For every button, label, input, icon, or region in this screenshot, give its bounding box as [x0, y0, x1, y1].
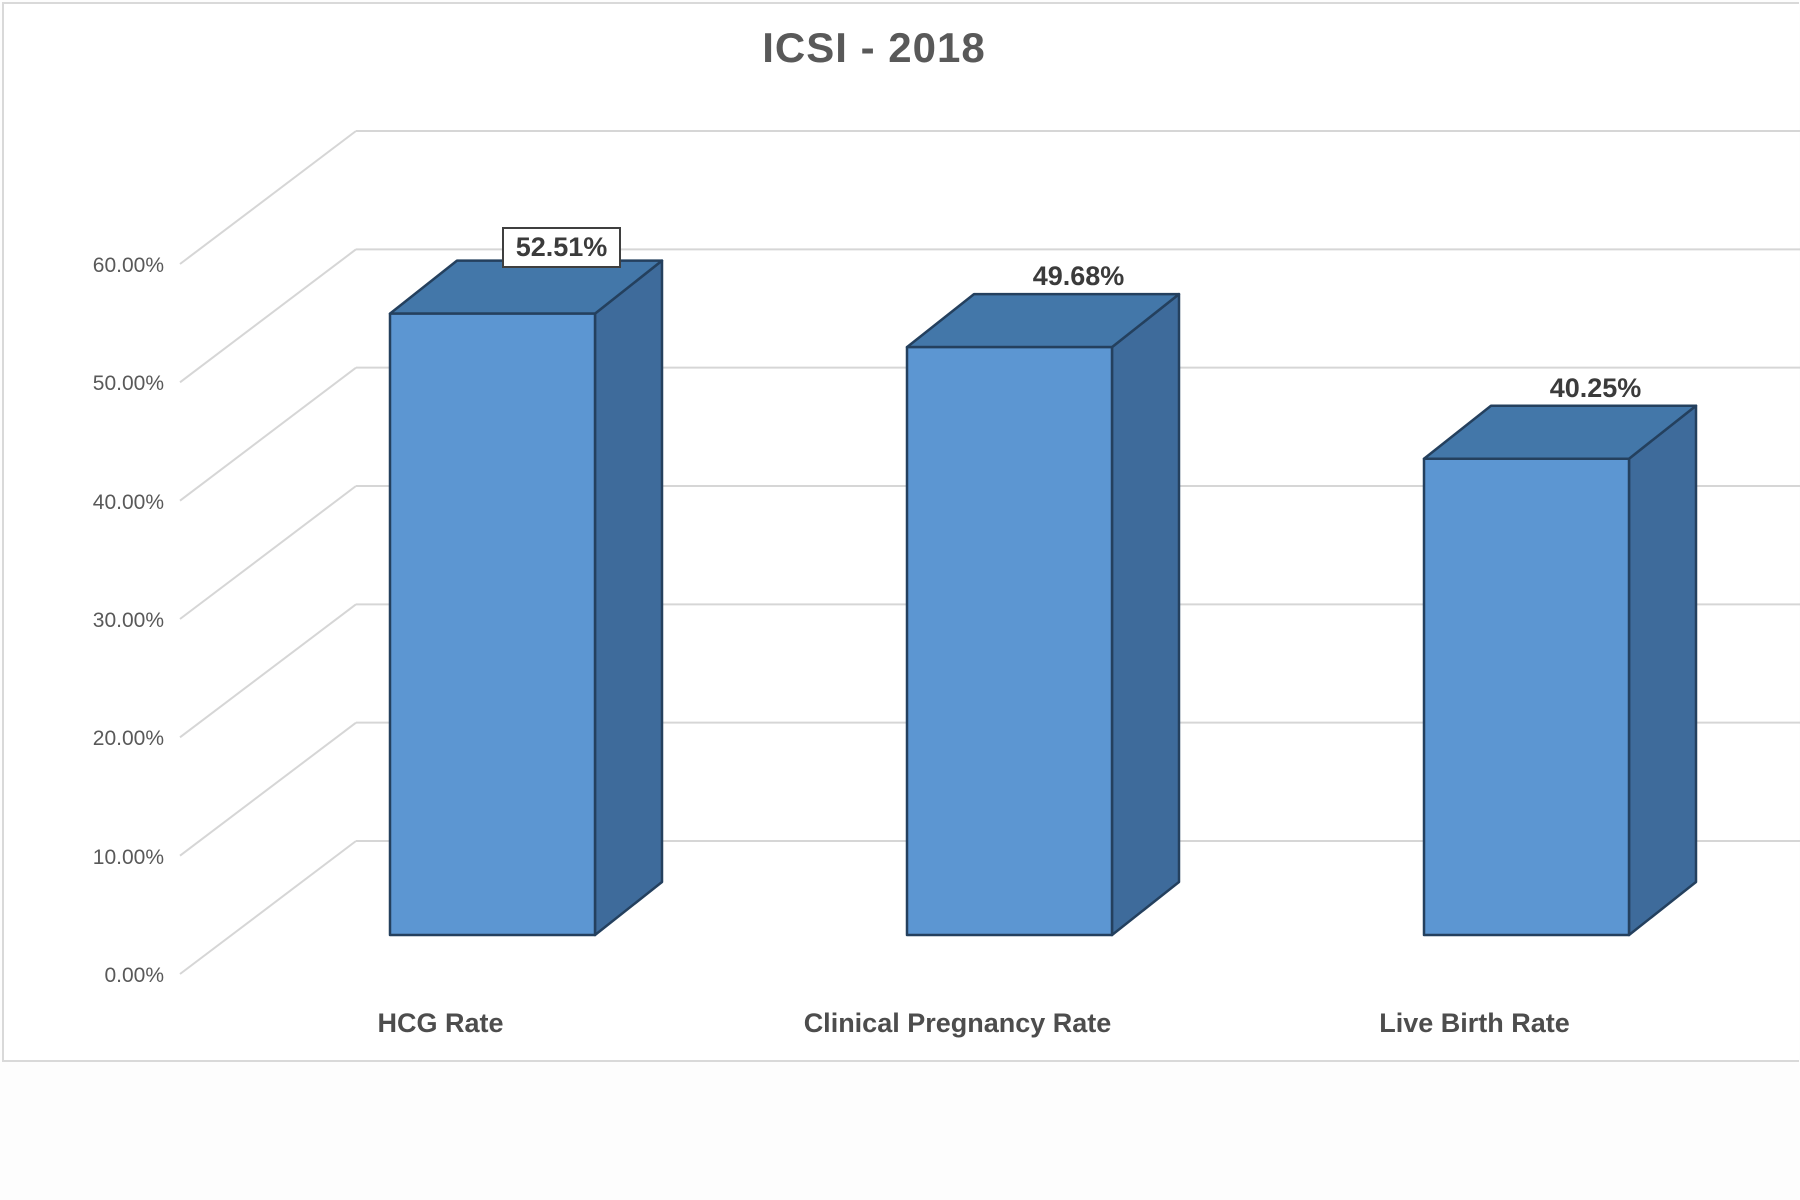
category-label-live-birth-rate: Live Birth Rate: [1379, 1008, 1570, 1038]
data-label-value: 52.51%: [501, 226, 622, 268]
axis-depth-tick: [179, 248, 357, 384]
y-axis-tick-label: 60.00%: [92, 254, 164, 277]
bar-live-birth-rate: [1422, 404, 1698, 937]
axis-depth-tick: [179, 840, 357, 975]
bar-hcg-rate: [388, 259, 664, 937]
data-label-value: 40.25%: [1549, 372, 1642, 403]
axis-depth-tick: [179, 721, 357, 857]
bar-front-face: [905, 345, 1114, 937]
data-label-live-birth-rate: 40.25%: [1476, 372, 1716, 405]
y-axis-tick-label: 0.00%: [104, 964, 164, 987]
y-axis-tick-label: 40.00%: [92, 490, 164, 514]
bar-clinical-pregnancy-rate: [905, 292, 1181, 937]
y-axis-tick-label: 20.00%: [92, 727, 164, 751]
axis-depth-tick: [179, 603, 357, 739]
y-axis-tick-label: 30.00%: [92, 609, 164, 632]
axis-depth-tick: [179, 130, 357, 265]
data-label-hcg-rate: 52.51%: [442, 226, 682, 268]
bar-front-face: [388, 312, 597, 937]
axis-depth-tick: [179, 366, 357, 502]
bar-side-face: [1627, 404, 1698, 937]
chart-container: ICSI - 2018 60.00% 50.00% 40.00% 30.00% 20.0…: [2, 2, 1800, 1062]
bar-side-face: [1110, 292, 1181, 937]
category-label-hcg-rate: HCG Rate: [377, 1008, 504, 1038]
chart-title: ICSI - 2018: [762, 24, 986, 71]
bar-front-face: [1422, 457, 1631, 937]
data-label-value: 49.68%: [1032, 261, 1125, 292]
data-label-clinical-pregnancy-rate: 49.68%: [959, 260, 1199, 293]
y-axis-tick-label: 10.00%: [92, 845, 164, 869]
plot-area: [179, 130, 1800, 975]
bar-side-face: [593, 259, 664, 937]
category-label-clinical-pregnancy-rate: Clinical Pregnancy Rate: [803, 1008, 1112, 1038]
y-axis-tick-label: 50.00%: [92, 372, 164, 396]
axis-depth-tick: [179, 485, 357, 620]
